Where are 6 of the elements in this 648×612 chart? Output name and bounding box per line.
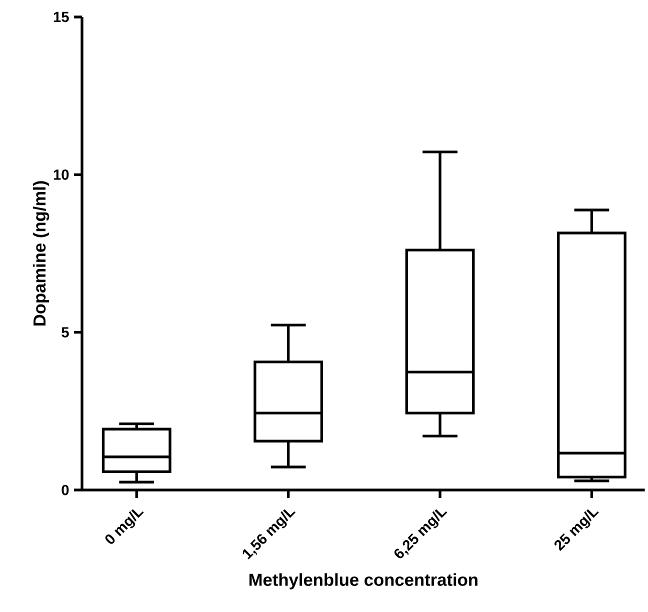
- y-tick-label: 10: [54, 169, 69, 180]
- y-tick-label: 0: [62, 484, 69, 496]
- y-tick-label: 15: [54, 12, 69, 22]
- x-axis-title: Methylenblue concentration: [249, 573, 478, 590]
- y-axis-title: Dopamine (ng/ml): [32, 181, 50, 326]
- y-tick-label: 5: [62, 327, 69, 338]
